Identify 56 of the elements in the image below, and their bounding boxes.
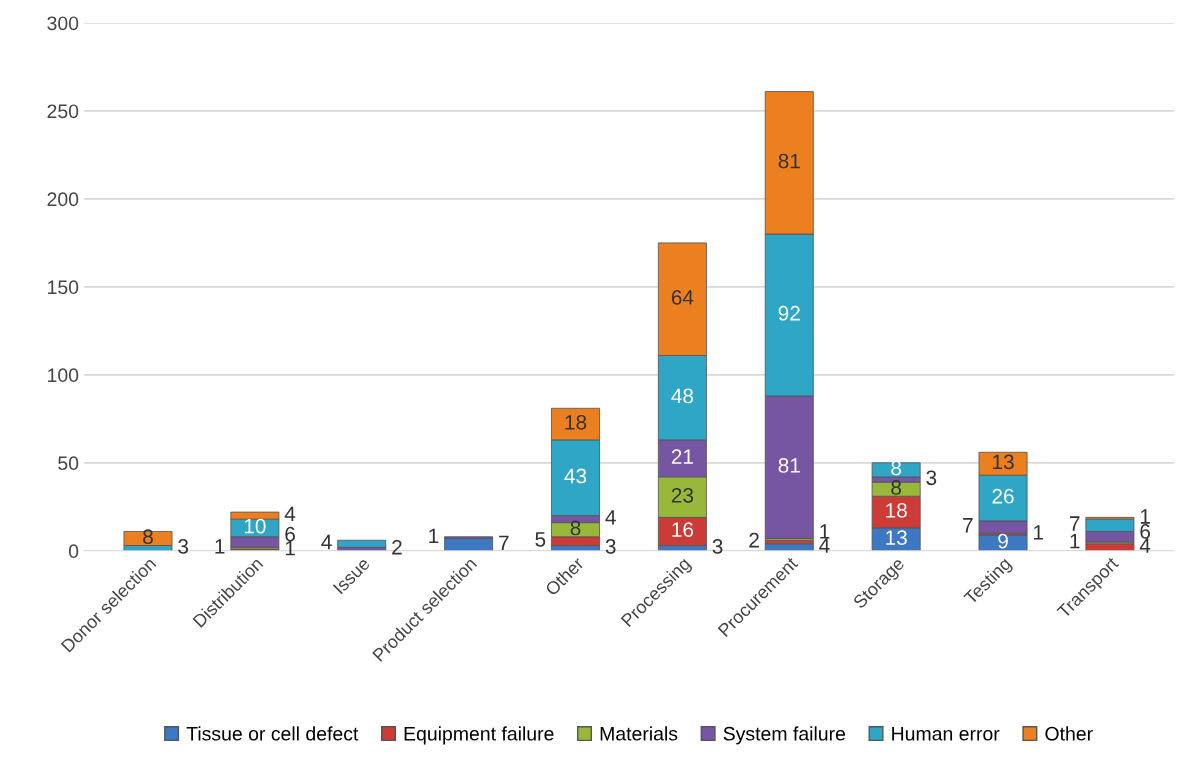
data-label: 23	[671, 487, 694, 503]
data-label: 2	[392, 539, 402, 555]
legend-label: Equipment failure	[404, 726, 554, 745]
data-label: 13	[993, 454, 1014, 470]
data-label: 64	[671, 290, 694, 305]
y-tick-label: 150	[48, 280, 79, 295]
data-label: 3	[712, 539, 723, 554]
data-label: 1	[429, 528, 439, 543]
data-label: 7	[499, 535, 509, 551]
data-label: 13	[886, 530, 907, 545]
legend-label: Tissue or cell defect	[186, 726, 359, 741]
data-label: 9	[998, 533, 1008, 549]
data-label: 1	[1070, 533, 1080, 549]
y-tick-label: 0	[68, 544, 79, 559]
data-label: 81	[778, 153, 800, 169]
data-label: 8	[143, 529, 153, 545]
data-label: 18	[565, 414, 587, 430]
legend-label: Other	[1045, 726, 1093, 741]
y-tick-label: 250	[47, 104, 79, 119]
data-label: 7	[1070, 516, 1080, 531]
data-label: 4	[321, 534, 332, 550]
data-label: 81	[778, 458, 800, 473]
legend-label: Materials	[600, 726, 678, 741]
data-label: 48	[671, 388, 694, 404]
legend-label: Human error	[892, 727, 1000, 741]
data-label: 1	[285, 540, 295, 556]
data-label: 18	[886, 502, 907, 518]
data-label: 3	[926, 470, 937, 486]
data-label: 1	[820, 524, 830, 539]
y-tick-label: 200	[47, 192, 79, 207]
data-label: 8	[891, 480, 902, 495]
data-label: 3	[605, 539, 616, 554]
data-label: 8	[570, 520, 581, 536]
data-label: 10	[244, 518, 266, 534]
data-label: 4	[284, 506, 296, 521]
data-label: 26	[992, 488, 1014, 504]
data-label: 16	[672, 522, 694, 538]
data-label: 2	[749, 532, 759, 548]
data-label: 1	[1140, 509, 1150, 524]
data-label: 1	[1034, 525, 1043, 540]
y-tick-label: 300	[47, 16, 79, 31]
data-label: 6	[285, 526, 295, 542]
data-label: 7	[963, 518, 973, 533]
legend-label: System failure	[723, 726, 846, 745]
data-label: 92	[778, 305, 800, 321]
y-tick-label: 100	[48, 368, 79, 383]
data-label: 43	[564, 468, 587, 484]
data-label: 21	[671, 449, 693, 464]
y-tick-label: 50	[58, 456, 79, 471]
data-label: 6	[1140, 524, 1150, 539]
data-label: 4	[819, 538, 830, 553]
data-label: 4	[605, 510, 616, 525]
data-label: 5	[535, 532, 546, 547]
data-label: 3	[178, 539, 189, 554]
data-label: 4	[1139, 538, 1151, 553]
data-label: 1	[215, 539, 225, 554]
